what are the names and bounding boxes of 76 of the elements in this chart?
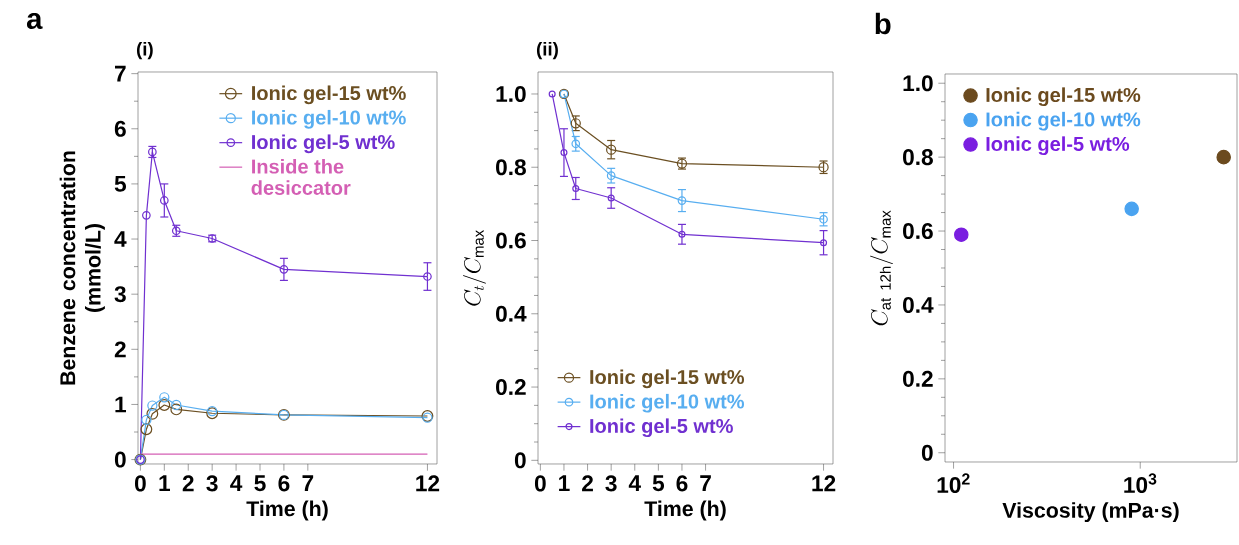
- y-tick-label: 0.2: [903, 370, 933, 387]
- y-tick-label: 6: [114, 120, 126, 137]
- y-tick-label: 1.0: [903, 75, 933, 92]
- y-tick-label: 1.0: [496, 85, 526, 102]
- y-tick-label: 0.6: [903, 223, 933, 240]
- x-tick-label: 7: [700, 475, 711, 491]
- chart-title: (i): [136, 41, 153, 60]
- x-tick-label: 1: [159, 475, 170, 491]
- x-tick-label: 0: [135, 475, 146, 492]
- x-tick-label: 4: [628, 475, 641, 491]
- legend-label: Ionic gel-15 wt%: [252, 85, 406, 105]
- point: [147, 400, 158, 411]
- y-tick-label: 0.8: [496, 159, 526, 176]
- y-tick-label: 0.6: [496, 232, 526, 249]
- y-tick-label: 0: [114, 451, 126, 468]
- legend-label: Ionic gel-15 wt%: [590, 369, 745, 389]
- y-tick-label: 5: [114, 176, 127, 192]
- y-tick-label: 0: [514, 452, 526, 469]
- y-tick-label: 2: [114, 341, 126, 358]
- y-tick-label: 3: [114, 286, 126, 303]
- y-tick-label: 0.2: [496, 379, 526, 396]
- legend-label: Ionic gel-5 wt%: [986, 136, 1130, 156]
- point: [159, 392, 170, 403]
- x-tick-label: 1: [559, 475, 570, 491]
- point: [146, 407, 159, 420]
- x-axis-title: Viscosity (mPa·s): [1002, 502, 1179, 523]
- point: [171, 399, 182, 411]
- point: [140, 423, 153, 436]
- point: [141, 414, 152, 426]
- x-tick-label: 10$^{2}$: [937, 473, 970, 494]
- point: [571, 139, 581, 149]
- x-tick-label: 5: [652, 475, 665, 492]
- point: [677, 196, 687, 205]
- y-axis-title: $C_{\mathrm{at\ 12h}}/C_{\mathrm{max}}$: [869, 210, 893, 326]
- x-tick-label: 3: [605, 475, 617, 492]
- x-tick-label: 5: [254, 475, 266, 492]
- legend-label: Ionic gel-5 wt%: [252, 134, 395, 154]
- y-tick-label: 7: [115, 65, 126, 82]
- y-tick-label: 0.8: [903, 149, 933, 166]
- chart-title: (ii): [536, 41, 558, 60]
- y-tick-label: 0.4: [496, 305, 527, 322]
- point: [606, 171, 616, 180]
- x-tick-label: 12: [812, 475, 836, 492]
- x-axis-title: Time (h): [246, 500, 328, 521]
- x-tick-label: 2: [582, 475, 593, 492]
- point: [279, 265, 289, 274]
- legend-label: Ionic gel-15 wt%: [986, 87, 1141, 107]
- y-tick-label: 4: [114, 231, 127, 247]
- x-tick-label: 6: [278, 475, 290, 492]
- text: b: [875, 12, 891, 35]
- point: [606, 144, 617, 155]
- point: [159, 196, 169, 205]
- y-axis-title: $C_{t}/C_{\mathrm{max}}$: [462, 229, 486, 306]
- point: [158, 399, 171, 411]
- legend-label: Ionic gel-10 wt%: [590, 393, 745, 413]
- x-tick-label: 4: [230, 475, 243, 491]
- x-tick-label: 2: [182, 475, 194, 492]
- x-axis-title: Time (h): [644, 500, 726, 521]
- x-tick-label: 7: [302, 475, 314, 491]
- x-tick-label: 6: [676, 475, 688, 492]
- legend-label: Ionic gel-5 wt%: [590, 418, 733, 438]
- x-tick-label: 3: [206, 475, 218, 492]
- text: a: [26, 12, 43, 30]
- y-tick-label: 0: [921, 444, 933, 461]
- legend-label: Inside the desiccator: [251, 158, 351, 195]
- x-tick-label: 12: [416, 475, 440, 492]
- point: [423, 272, 432, 281]
- point: [170, 403, 183, 416]
- y-axis-title: Benzene concentration (mmol/L): [59, 151, 105, 385]
- legend-label: Ionic gel-10 wt%: [986, 111, 1141, 131]
- y-tick-label: 0.4: [903, 296, 934, 313]
- x-tick-label: 10$^{3}$: [1124, 473, 1157, 494]
- y-tick-label: 1: [115, 396, 127, 413]
- x-tick-label: 0: [534, 475, 546, 492]
- point: [142, 211, 151, 220]
- legend-label: Ionic gel-10 wt%: [252, 109, 406, 129]
